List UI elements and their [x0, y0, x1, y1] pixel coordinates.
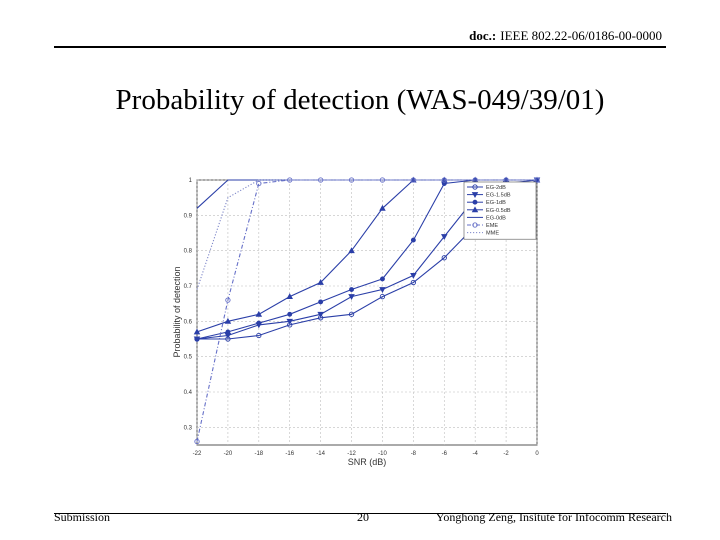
y-tick-label: 0.9: [184, 213, 193, 219]
axes: -22 -20 -18 -16 -14 -12 -10 -8 -6 -4 -2 00.30.40.50…: [184, 178, 540, 457]
footer-page-number: 20: [357, 510, 369, 524]
data-point: [194, 336, 200, 342]
data-point: [349, 287, 354, 292]
x-tick-label: -4: [473, 451, 479, 457]
x-tick-label: -2: [503, 451, 509, 457]
x-tick-label: -8: [411, 451, 417, 457]
doc-label: doc.:: [469, 28, 497, 43]
legend-label: MME: [486, 231, 499, 237]
data-point: [441, 255, 447, 261]
slide-title: Probability of detection (WAS-049/39/01): [115, 84, 605, 116]
data-point: [348, 247, 355, 254]
legend-label: EG-1dB: [486, 200, 506, 206]
x-tick-label: -12: [347, 451, 356, 457]
y-tick-label: 0.7: [184, 284, 193, 290]
data-point: [256, 332, 262, 339]
data-point: [225, 297, 231, 303]
data-point: [286, 293, 293, 300]
doc-number: IEEE 802.22-06/0186-00-0000: [500, 28, 662, 43]
legend-item: MME: [467, 231, 499, 237]
legend-marker: [472, 199, 478, 205]
data-point: [224, 317, 232, 324]
data-point: [410, 279, 417, 286]
legend-item: EG-0dB: [467, 215, 506, 221]
data-point: [348, 294, 355, 301]
header-rule: [54, 46, 666, 48]
data-point: [379, 204, 386, 211]
legend-item: EG-1.5dB: [467, 192, 511, 199]
y-tick-label: 0.5: [184, 355, 193, 361]
y-axis-label: Probability of detection: [172, 266, 182, 357]
data-point: [256, 320, 262, 326]
data-point: [286, 318, 293, 325]
data-point: [318, 299, 324, 305]
y-tick-label: 1: [189, 178, 193, 184]
data-point: [255, 310, 263, 317]
data-point: [379, 287, 386, 293]
data-point: [379, 293, 386, 300]
legend-item: EG-0.5dB: [467, 206, 511, 214]
legend-item: EG-1dB: [467, 199, 506, 206]
x-axis-label: SNR (dB): [348, 457, 387, 467]
data-point: [225, 329, 231, 335]
legend-marker: [472, 184, 478, 190]
series-line: [196, 179, 537, 290]
footer-submission: Submission: [54, 510, 111, 524]
doc-header: doc.: IEEE 802.22-06/0186-00-0000: [469, 28, 662, 44]
data-point: [317, 311, 324, 318]
data-point: [410, 272, 417, 279]
legend-item: EME: [467, 222, 498, 229]
data-point: [256, 180, 262, 187]
x-tick-label: 0: [535, 451, 539, 457]
x-tick-label: -14: [316, 451, 325, 457]
data-point: [348, 311, 355, 317]
data-point: [193, 328, 201, 335]
detection-probability-chart: -22 -20 -18 -16 -14 -12 -10 -8 -6 -4 -2 00.30.40.50…: [172, 176, 541, 467]
x-tick-label: -22: [193, 451, 202, 457]
data-point: [380, 276, 385, 282]
series-mme: [196, 179, 537, 290]
data-point: [410, 237, 416, 243]
legend-label: EG-2dB: [486, 185, 506, 191]
x-tick-label: -16: [285, 451, 294, 457]
legend-item: EG-2dB: [467, 184, 506, 191]
legend-label: EG-1.5dB: [486, 193, 511, 199]
data-point: [194, 438, 200, 445]
footer-rule: [54, 513, 666, 514]
x-tick-label: -10: [378, 451, 387, 457]
legend-label: EG-0dB: [486, 215, 506, 221]
y-tick-label: 0.3: [184, 425, 193, 431]
legend-marker: [471, 206, 479, 213]
legend-marker: [471, 192, 479, 199]
legend-marker: [472, 222, 478, 228]
data-point: [441, 234, 448, 240]
data-point: [317, 279, 324, 285]
y-tick-label: 0.6: [184, 319, 193, 325]
x-tick-label: -20: [224, 451, 233, 457]
x-tick-label: -6: [442, 451, 448, 457]
data-point: [410, 177, 417, 183]
x-tick-label: -18: [254, 451, 263, 457]
legend-label: EME: [486, 223, 498, 229]
y-tick-label: 0.8: [184, 249, 193, 255]
series-lines: [193, 176, 541, 445]
y-tick-label: 0.4: [184, 390, 193, 396]
legend-label: EG-0.5dB: [486, 208, 511, 214]
footer-author: Yonghong Zeng, Insitute for Infocomm Res…: [435, 510, 672, 524]
data-point: [287, 311, 293, 317]
